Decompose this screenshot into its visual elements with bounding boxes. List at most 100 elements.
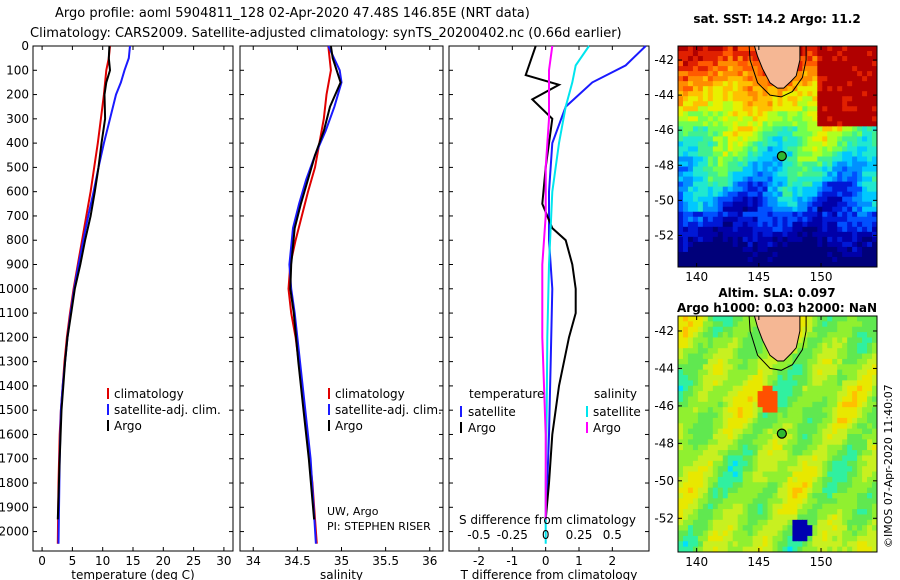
map-cell xyxy=(812,61,818,67)
map-cell xyxy=(678,216,684,223)
map-cell xyxy=(762,176,769,183)
map-cell xyxy=(797,428,803,435)
map-cell xyxy=(767,186,774,193)
map-cell xyxy=(727,321,734,328)
map-cell xyxy=(832,444,838,451)
map-cell xyxy=(692,96,699,102)
map-cell xyxy=(807,156,813,163)
map-cell xyxy=(772,509,779,516)
map-cell xyxy=(802,81,808,87)
map-cell xyxy=(817,385,823,392)
map-cell xyxy=(772,493,779,499)
map-cell xyxy=(732,519,739,526)
map-cell xyxy=(712,342,719,349)
map-cell xyxy=(812,171,818,178)
map-cell xyxy=(697,206,704,213)
map-cell xyxy=(697,111,704,117)
map-cell xyxy=(827,407,833,414)
map-cell xyxy=(687,51,694,57)
x-tick-label: -1 xyxy=(506,554,518,568)
map-cell xyxy=(752,246,759,253)
sla-map-title: Altim. SLA: 0.097 xyxy=(718,286,835,300)
map-cell xyxy=(807,171,813,178)
map-cell xyxy=(767,535,774,542)
map-cell xyxy=(747,487,754,494)
map-cell xyxy=(782,171,789,178)
map-cell xyxy=(678,417,684,424)
map-cell xyxy=(727,385,734,392)
map-cell xyxy=(847,380,853,387)
map-cell xyxy=(862,226,868,233)
map-cell xyxy=(797,151,803,158)
map-cell xyxy=(817,375,823,381)
map-cell xyxy=(867,428,873,435)
map-cell xyxy=(782,91,789,97)
map-cell xyxy=(697,216,704,223)
map-cell xyxy=(817,111,823,117)
map-cell xyxy=(857,241,863,248)
map-cell xyxy=(777,191,784,198)
map-cell xyxy=(682,81,689,87)
map-cell xyxy=(852,364,858,371)
map-cell xyxy=(702,126,709,132)
map-cell xyxy=(807,450,813,457)
map-cell xyxy=(678,251,684,258)
map-cell xyxy=(852,471,858,478)
map-cell xyxy=(727,316,734,322)
map-cell xyxy=(727,216,734,223)
map-cell xyxy=(837,226,843,233)
map-cell xyxy=(792,530,798,537)
map-cell xyxy=(678,541,684,548)
map-cell xyxy=(742,353,749,360)
map-cell xyxy=(687,76,694,82)
map-cell xyxy=(842,246,848,253)
map-cell xyxy=(812,46,818,52)
map-cell xyxy=(787,126,794,132)
map-cell xyxy=(832,246,838,253)
map-cell xyxy=(852,342,858,349)
map-cell xyxy=(812,131,818,138)
map-cell xyxy=(842,261,848,267)
map-cell xyxy=(737,519,744,526)
map-cell xyxy=(822,141,828,148)
map-cell xyxy=(857,541,863,548)
map-cell xyxy=(712,385,719,392)
map-cell xyxy=(872,81,877,87)
x-tick-label: 150 xyxy=(810,555,833,569)
map-cell xyxy=(762,136,769,143)
series-line-argo-temperature xyxy=(524,45,577,520)
map-cell xyxy=(862,86,868,92)
map-cell xyxy=(687,450,694,457)
map-cell xyxy=(707,482,714,489)
map-cell xyxy=(732,201,739,208)
map-cell xyxy=(812,91,818,97)
map-cell xyxy=(837,61,843,67)
map-cell xyxy=(687,332,694,339)
map-cell xyxy=(697,96,704,102)
map-cell xyxy=(712,476,719,483)
map-cell xyxy=(717,101,724,107)
map-cell xyxy=(817,186,823,193)
map-cell xyxy=(817,151,823,158)
map-cell xyxy=(862,106,868,112)
map-cell xyxy=(832,191,838,198)
map-cell xyxy=(678,444,684,451)
map-cell xyxy=(812,216,818,223)
map-cell xyxy=(787,246,794,253)
map-cell xyxy=(687,216,694,223)
map-cell xyxy=(807,476,813,483)
map-cell xyxy=(827,519,833,526)
map-cell xyxy=(782,191,789,198)
map-cell xyxy=(702,186,709,193)
map-cell xyxy=(752,101,759,107)
map-cell xyxy=(757,525,764,532)
map-cell xyxy=(857,380,863,387)
map-cell xyxy=(727,186,734,193)
x-tick-label: 20 xyxy=(156,554,171,568)
map-cell xyxy=(717,337,724,344)
map-cell xyxy=(817,391,823,398)
map-cell xyxy=(837,251,843,258)
map-cell xyxy=(702,546,709,552)
map-cell xyxy=(867,171,873,178)
map-cell xyxy=(757,136,764,143)
